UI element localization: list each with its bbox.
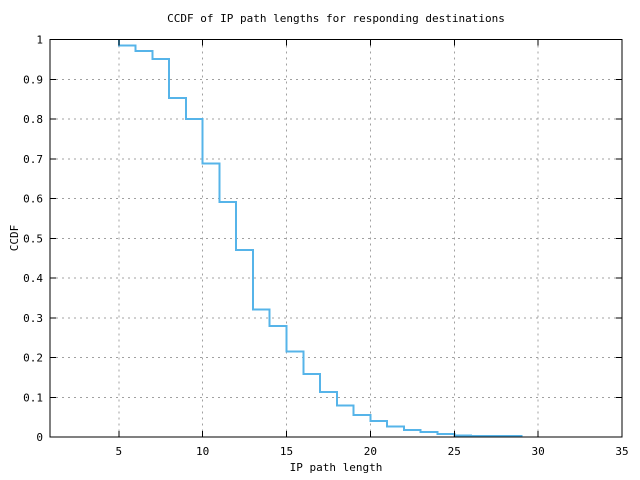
y-tick-label-0.5: 0.5	[23, 232, 43, 245]
x-tick-label-5: 5	[115, 445, 122, 458]
ccdf-curve	[117, 39, 523, 438]
chart-title: CCDF of IP path lengths for responding d…	[167, 12, 505, 25]
ccdf-curve-group	[117, 39, 523, 438]
x-tick-label-15: 15	[280, 445, 293, 458]
grid-lines	[50, 39, 622, 437]
x-tick-label-35: 35	[615, 445, 628, 458]
x-tick-label-30: 30	[532, 445, 545, 458]
x-tick-labels: 5 10 15 20 25 30 35	[115, 445, 628, 458]
x-tick-label-25: 25	[448, 445, 461, 458]
x-tick-label-10: 10	[196, 445, 209, 458]
y-tick-label-0.4: 0.4	[23, 272, 43, 285]
y-tick-label-0.9: 0.9	[23, 73, 43, 86]
tick-marks	[50, 39, 623, 438]
y-tick-labels: 0 0.1 0.2 0.3 0.4 0.5 0.6 0.7 0.8 0.9 1	[23, 34, 43, 445]
y-tick-label-0.8: 0.8	[23, 113, 43, 126]
y-tick-label-1: 1	[36, 34, 43, 47]
y-tick-label-0.1: 0.1	[23, 391, 43, 404]
y-tick-label-0.6: 0.6	[23, 193, 43, 206]
y-tick-label-0: 0	[36, 431, 43, 444]
x-axis-label: IP path length	[290, 461, 383, 474]
y-tick-label-0.3: 0.3	[23, 312, 43, 325]
y-tick-label-0.2: 0.2	[23, 352, 43, 365]
y-tick-label-0.7: 0.7	[23, 153, 43, 166]
y-axis-label: CCDF	[8, 225, 21, 252]
x-tick-label-20: 20	[364, 445, 377, 458]
